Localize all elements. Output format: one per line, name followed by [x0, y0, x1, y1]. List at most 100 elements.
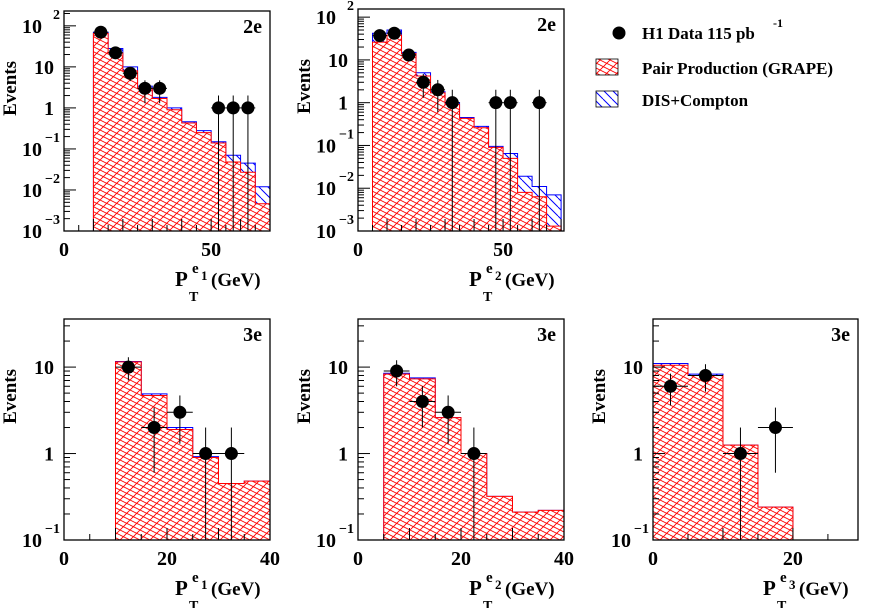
pair-production-histogram	[92, 33, 271, 232]
x-axis-label-unit: (GeV)	[505, 270, 555, 291]
data-point-marker	[733, 447, 747, 461]
data-point-marker	[431, 83, 445, 97]
panel-label: 3e	[537, 324, 556, 346]
y-tick-label: 1	[633, 444, 643, 466]
y-tick-label: 1	[338, 93, 348, 115]
data-point	[137, 80, 153, 104]
x-axis-label-sup-index: 2	[495, 577, 502, 592]
data-point	[141, 407, 167, 473]
data-point-marker	[663, 379, 677, 393]
data-point-marker	[199, 447, 213, 461]
x-axis-label-sup: e	[486, 261, 493, 277]
y-tick-label: 10	[316, 7, 336, 29]
data-point-marker	[373, 29, 387, 43]
data-point	[218, 427, 245, 540]
y-tick-label: 10	[34, 357, 54, 379]
data-point-marker	[109, 46, 122, 60]
y-tick-label: 10	[328, 50, 348, 72]
y-tick-label-exponent: −1	[339, 127, 354, 142]
x-axis-label-sup: e	[192, 261, 199, 277]
data-point	[445, 89, 460, 231]
legend-pair-label: Pair Production (GRAPE)	[642, 59, 833, 78]
legend-dis-label: DIS+Compton	[642, 91, 749, 110]
x-axis-label-sub: T	[483, 290, 493, 305]
y-tick-label-exponent: −1	[634, 522, 649, 537]
y-tick-label-exponent: −3	[339, 213, 354, 228]
x-tick-label: 50	[201, 239, 221, 261]
data-point-marker	[467, 447, 481, 461]
data-point-marker	[489, 96, 503, 110]
y-tick-label: 10	[22, 180, 42, 202]
y-tick-label-exponent: −1	[45, 522, 60, 537]
data-point-marker	[147, 421, 161, 435]
data-point-marker	[698, 368, 712, 382]
x-axis-label-main: P	[763, 576, 776, 600]
data-point-marker	[768, 421, 782, 435]
data-point-marker	[416, 75, 430, 89]
data-point	[687, 364, 723, 392]
data-point	[532, 89, 547, 231]
y-tick-label: 1	[44, 444, 54, 466]
x-tick-label: 0	[648, 548, 658, 570]
y-tick-label: 1	[44, 98, 54, 120]
data-point-marker	[224, 447, 238, 461]
data-point	[240, 95, 256, 231]
x-tick-label: 0	[353, 548, 363, 570]
x-axis-label-sub: T	[483, 599, 493, 608]
legend-dis-swatch	[595, 90, 619, 108]
x-tick-label: 40	[554, 548, 574, 570]
data-point	[225, 95, 241, 231]
panel-label: 2e	[243, 16, 262, 38]
data-point	[167, 395, 193, 444]
data-point	[387, 26, 402, 40]
y-tick-label: 10	[611, 530, 631, 552]
y-tick-label: 10	[34, 57, 54, 79]
data-point	[430, 79, 446, 113]
data-point	[401, 48, 417, 62]
data-point-marker	[532, 96, 546, 110]
data-point-marker	[121, 360, 135, 374]
data-point-marker	[441, 405, 455, 419]
x-tick-label: 20	[783, 548, 803, 570]
y-tick-label: 1	[338, 444, 348, 466]
data-point-marker	[387, 26, 401, 40]
x-axis-label-sup-index: 3	[789, 577, 796, 592]
data-point-marker	[241, 101, 255, 115]
data-point	[435, 395, 461, 444]
x-tick-label: 20	[157, 548, 177, 570]
pair-production-histogram	[115, 361, 271, 541]
y-tick-label: 10	[316, 530, 336, 552]
x-axis-label-unit: (GeV)	[211, 579, 261, 600]
data-point-marker	[503, 96, 517, 110]
x-tick-label: 0	[353, 239, 363, 261]
data-point	[372, 29, 388, 43]
x-axis-label-sup-index: 1	[201, 268, 208, 283]
data-point	[757, 407, 793, 473]
data-point	[488, 89, 504, 231]
x-tick-label: 0	[59, 239, 69, 261]
data-point-marker	[415, 394, 429, 408]
data-point	[93, 25, 109, 39]
x-axis-label-main: P	[175, 576, 188, 600]
y-tick-label-exponent: −1	[339, 522, 354, 537]
x-axis-label-main: P	[469, 576, 482, 600]
y-tick-label-exponent: −2	[45, 172, 60, 187]
data-point-marker	[123, 66, 137, 80]
legend: H1 Data 115 pb -1 Pair Production (GRAPE…	[595, 16, 833, 110]
x-axis-label-main: P	[175, 267, 188, 291]
legend-data-marker	[612, 26, 626, 40]
data-point	[152, 80, 167, 104]
data-point	[108, 46, 123, 60]
x-tick-label: 0	[59, 548, 69, 570]
y-tick-label-exponent: −2	[339, 170, 354, 185]
data-point	[503, 89, 518, 231]
data-point	[722, 427, 758, 540]
panel-label: 3e	[831, 324, 850, 346]
